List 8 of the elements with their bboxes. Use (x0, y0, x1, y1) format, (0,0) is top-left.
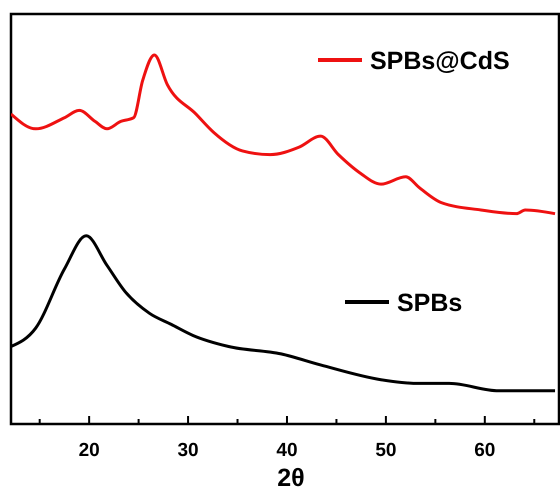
legend-label: SPBs@CdS (370, 47, 510, 75)
x-tick-label: 50 (375, 440, 396, 461)
x-tick-label: 20 (78, 440, 100, 461)
legend-label: SPBs (397, 289, 462, 317)
x-tick-label: 60 (474, 440, 496, 461)
x-axis-title: 2θ (277, 464, 305, 492)
x-tick-label: 40 (276, 440, 298, 461)
x-tick-label: 30 (177, 440, 199, 461)
